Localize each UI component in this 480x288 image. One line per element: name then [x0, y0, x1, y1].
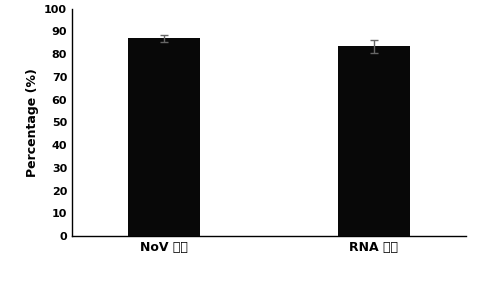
- Y-axis label: Percentage (%): Percentage (%): [25, 68, 38, 177]
- Bar: [128, 38, 200, 236]
- Bar: [338, 46, 410, 236]
